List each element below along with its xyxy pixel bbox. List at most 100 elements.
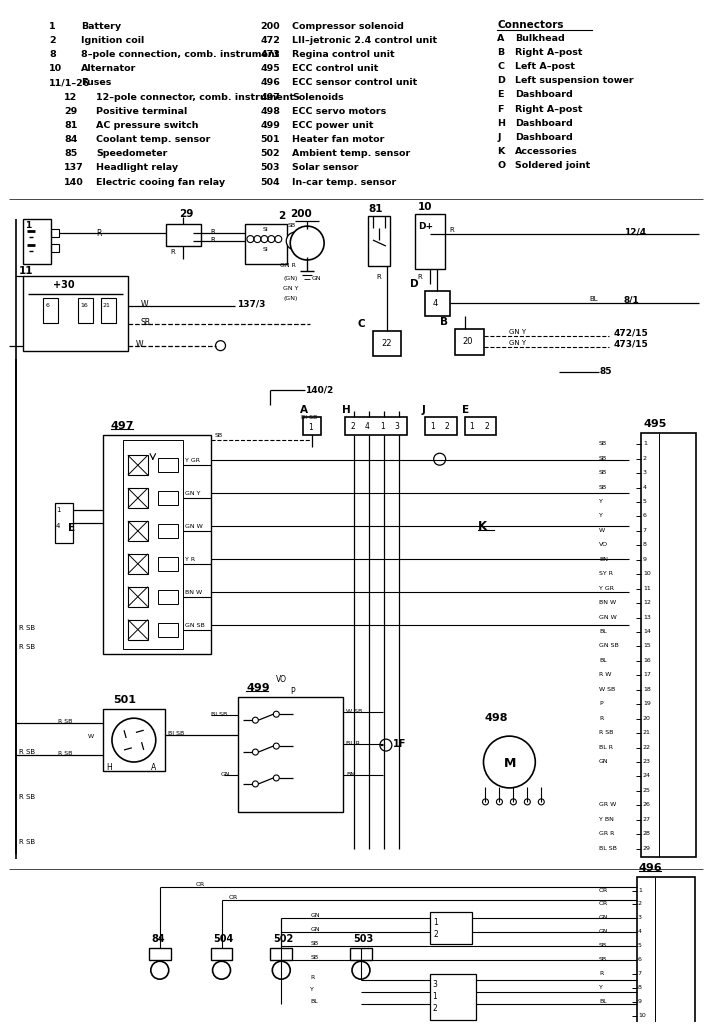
Text: Electric cooing fan relay: Electric cooing fan relay xyxy=(96,177,225,186)
Text: (GN): (GN) xyxy=(283,296,298,301)
Text: 12: 12 xyxy=(64,92,78,101)
Text: GN: GN xyxy=(311,275,321,281)
Circle shape xyxy=(273,775,279,781)
Text: BN: BN xyxy=(599,557,608,562)
Bar xyxy=(425,418,456,435)
Text: R: R xyxy=(599,716,603,721)
Text: 10: 10 xyxy=(643,571,651,577)
Text: 504: 504 xyxy=(214,934,234,944)
Text: 21: 21 xyxy=(643,730,651,735)
Text: 9: 9 xyxy=(638,999,642,1005)
Text: Solar sensor: Solar sensor xyxy=(292,164,359,172)
Text: 81: 81 xyxy=(368,204,382,214)
Text: E: E xyxy=(498,90,504,99)
Text: 2: 2 xyxy=(643,456,647,461)
Text: R: R xyxy=(376,274,381,280)
Text: GN: GN xyxy=(599,930,609,934)
Text: 2: 2 xyxy=(638,901,642,906)
Bar xyxy=(149,948,171,961)
Text: Soldered joint: Soldered joint xyxy=(515,161,591,170)
Text: Speedometer: Speedometer xyxy=(96,150,167,159)
Bar xyxy=(23,275,128,350)
Text: OR: OR xyxy=(229,896,238,900)
Text: 4: 4 xyxy=(638,930,642,934)
Text: 5: 5 xyxy=(643,499,646,504)
Text: Headlight relay: Headlight relay xyxy=(96,164,178,172)
Text: OR: OR xyxy=(196,882,205,887)
Text: 501: 501 xyxy=(261,135,280,144)
Text: 16: 16 xyxy=(80,303,88,308)
Text: R: R xyxy=(418,274,422,280)
Text: 2: 2 xyxy=(484,422,489,431)
Text: H: H xyxy=(106,763,112,772)
Circle shape xyxy=(352,962,370,979)
Bar xyxy=(158,623,178,637)
Bar xyxy=(430,974,476,1020)
Text: 1: 1 xyxy=(434,919,439,928)
Circle shape xyxy=(483,736,535,787)
Text: B: B xyxy=(440,316,448,327)
Bar xyxy=(123,440,183,649)
Text: SB: SB xyxy=(599,456,607,461)
Text: 11: 11 xyxy=(643,586,651,591)
Text: BI SB: BI SB xyxy=(168,731,184,736)
Text: VO: VO xyxy=(276,676,288,684)
Text: 20: 20 xyxy=(463,337,473,346)
Text: 4: 4 xyxy=(365,422,370,431)
Text: 140: 140 xyxy=(64,177,84,186)
Text: 8: 8 xyxy=(638,985,642,990)
Text: BL: BL xyxy=(599,999,607,1005)
Text: SB: SB xyxy=(599,484,607,489)
Circle shape xyxy=(380,739,392,751)
Text: 10: 10 xyxy=(638,1013,646,1018)
Text: GN Y: GN Y xyxy=(509,329,527,335)
Text: R: R xyxy=(211,238,215,243)
Bar xyxy=(158,524,178,538)
Text: K: K xyxy=(498,147,505,156)
Circle shape xyxy=(511,799,516,805)
Text: SB: SB xyxy=(599,943,607,948)
Text: R: R xyxy=(599,971,603,976)
Bar xyxy=(239,697,343,812)
Bar xyxy=(246,224,287,264)
Bar xyxy=(128,521,148,541)
Text: W SB: W SB xyxy=(346,710,362,714)
Bar xyxy=(641,433,696,857)
Bar xyxy=(464,418,496,435)
Text: 9: 9 xyxy=(643,557,647,562)
Text: GN: GN xyxy=(599,759,609,764)
Text: 6: 6 xyxy=(46,303,49,308)
Text: E: E xyxy=(68,523,75,532)
Circle shape xyxy=(213,962,231,979)
Text: In-car temp. sensor: In-car temp. sensor xyxy=(292,177,397,186)
Text: 12–pole connector, comb. instrument: 12–pole connector, comb. instrument xyxy=(96,92,294,101)
Text: P: P xyxy=(599,701,602,707)
Text: 4: 4 xyxy=(643,484,647,489)
Text: 1: 1 xyxy=(430,422,434,431)
Text: 12: 12 xyxy=(643,600,651,605)
Text: 10: 10 xyxy=(418,202,432,212)
Text: 472/15: 472/15 xyxy=(614,329,649,338)
Bar xyxy=(373,331,401,355)
Text: GN R: GN R xyxy=(281,263,296,268)
Text: SB: SB xyxy=(310,941,318,946)
Text: 2: 2 xyxy=(434,931,439,939)
Text: 6: 6 xyxy=(638,957,642,963)
Text: SB: SB xyxy=(599,470,607,475)
Circle shape xyxy=(216,341,226,350)
Bar xyxy=(368,216,390,266)
Text: 2: 2 xyxy=(433,1005,437,1013)
Text: Alternator: Alternator xyxy=(81,65,137,74)
Text: Dashboard: Dashboard xyxy=(515,133,573,142)
Text: 20: 20 xyxy=(643,716,651,721)
Text: GN SB: GN SB xyxy=(599,643,619,648)
Text: 85: 85 xyxy=(599,367,612,376)
Text: 1: 1 xyxy=(308,423,313,432)
Text: 2: 2 xyxy=(350,422,355,431)
Text: 473/15: 473/15 xyxy=(614,340,649,349)
Text: Y: Y xyxy=(599,985,603,990)
Text: 2: 2 xyxy=(278,211,286,221)
Text: VO: VO xyxy=(599,543,608,548)
Text: J: J xyxy=(422,406,426,416)
Text: W: W xyxy=(599,528,605,532)
